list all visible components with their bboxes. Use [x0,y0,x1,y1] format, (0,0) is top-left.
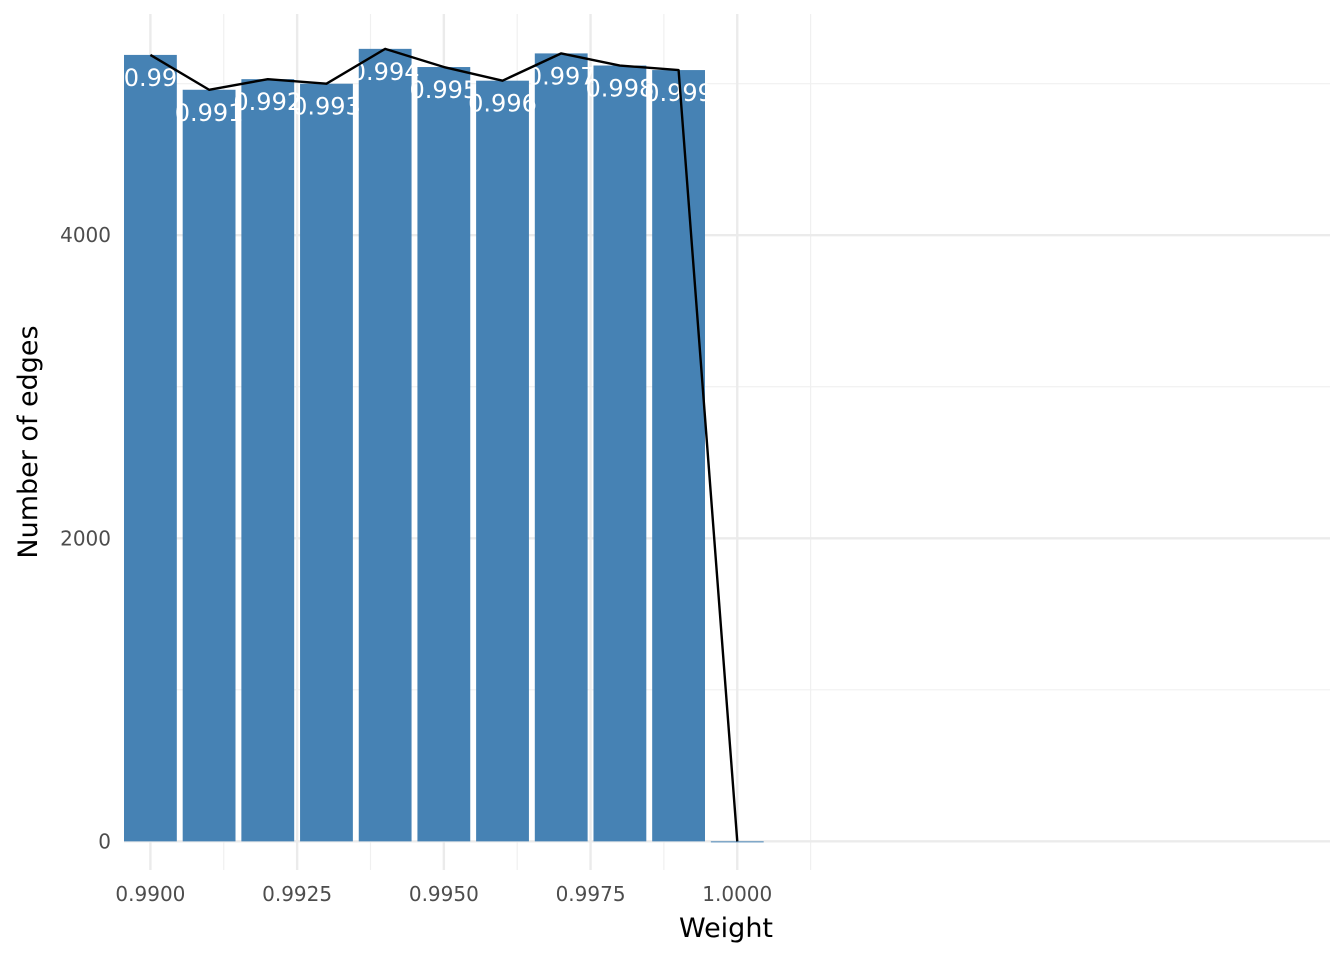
x-axis-tick-labels: 0.9900 0.9925 0.9950 0.9975 1.0000 [115,882,772,906]
bar [182,89,236,842]
bar-value-label: 0.993 [292,93,361,121]
y-tick-label: 0 [98,829,111,853]
x-tick-label: 0.9925 [262,882,332,906]
x-tick-label: 0.9975 [556,882,626,906]
bar-value-label: 0.998 [586,75,655,103]
y-axis-tick-labels: 0 2000 4000 [60,223,111,853]
bar-value-label: 0.996 [468,90,537,118]
bar [593,65,647,842]
bar [710,841,764,843]
x-tick-label: 0.9900 [115,882,185,906]
x-tick-label: 1.0000 [702,882,772,906]
x-axis-title: Weight [679,913,773,944]
y-tick-label: 2000 [60,526,111,550]
y-axis-title: Number of edges [13,325,44,558]
bar [300,83,353,842]
trend-line [149,47,739,842]
x-tick-label: 0.9950 [409,882,479,906]
bar-value-label: 0.991 [175,99,244,127]
bar-labels: 0.990.9910.9920.9930.9940.9950.9960.9970… [124,58,713,127]
bars [124,48,764,843]
bar [476,80,529,842]
bar [417,67,471,842]
bar [652,70,705,842]
trend-line-group [149,47,739,842]
bar [124,54,177,842]
bar-value-label: 0.99 [124,64,177,92]
bar [241,79,295,842]
bar-value-label: 0.992 [233,88,302,116]
bar [534,53,588,842]
bar-value-label: 0.995 [409,76,478,104]
y-tick-label: 4000 [60,223,111,247]
bar-value-label: 0.997 [527,62,596,90]
bar [358,48,412,842]
